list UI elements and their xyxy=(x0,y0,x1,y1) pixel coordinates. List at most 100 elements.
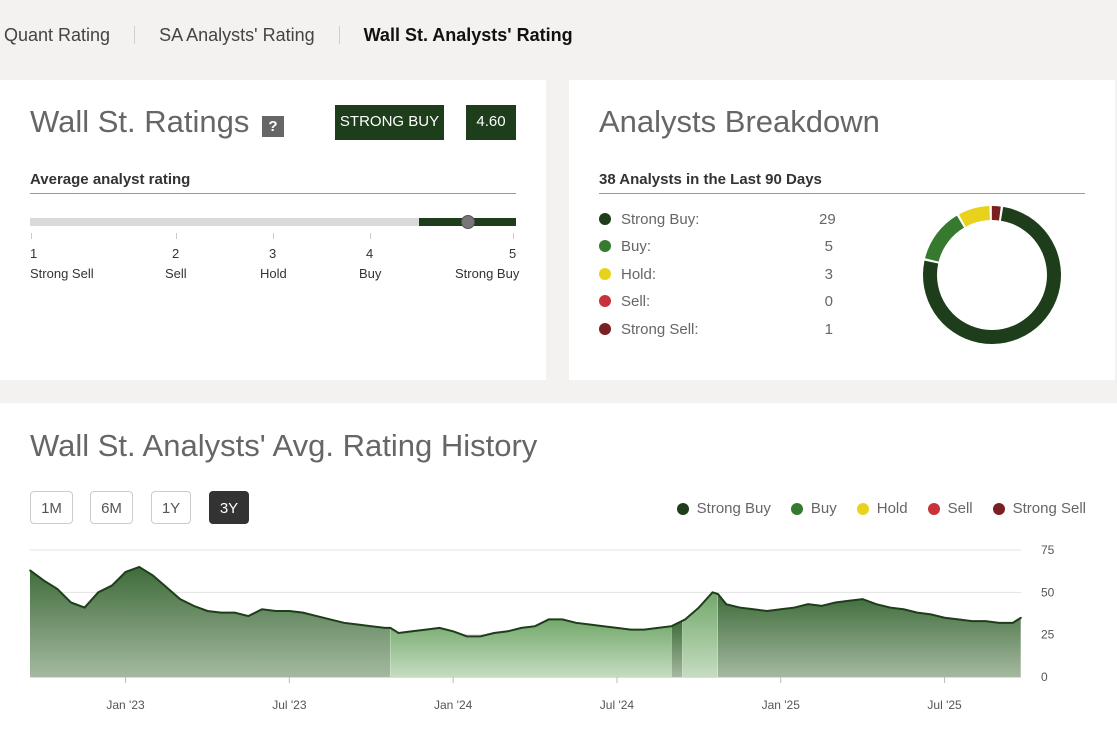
breakdown-row-hold: Hold: 3 xyxy=(599,264,839,284)
y-tick-label: 75 xyxy=(1041,543,1055,557)
area-segment-strong-buy xyxy=(30,566,391,677)
data-point xyxy=(165,586,168,589)
data-point xyxy=(711,591,714,594)
data-point xyxy=(766,610,768,612)
sell-dot-icon xyxy=(599,295,611,307)
data-point xyxy=(288,610,291,612)
scale-tick xyxy=(370,233,371,239)
scale-tick xyxy=(31,233,32,239)
data-point xyxy=(479,635,482,638)
scale-num-3: 3 xyxy=(269,246,277,261)
x-tick-label: Jan '23 xyxy=(106,698,145,712)
donut-slice-buy xyxy=(925,215,965,262)
donut-slice-strong-sell xyxy=(991,206,1001,221)
data-point xyxy=(329,618,332,621)
history-legend: Strong Buy Buy Hold Sell Strong Sell xyxy=(657,500,1086,517)
data-point xyxy=(739,606,741,609)
period-button-1m[interactable]: 1M xyxy=(30,491,73,524)
data-point xyxy=(793,606,796,609)
data-point xyxy=(520,627,523,629)
breakdown-label: Buy: xyxy=(621,237,652,255)
breakdown-donut-chart xyxy=(923,206,1061,344)
data-point xyxy=(534,625,536,627)
history-title: Wall St. Analysts' Avg. Rating History xyxy=(30,428,538,463)
breakdown-row-strong-sell: Strong Sell: 1 xyxy=(599,319,839,339)
breakdown-count: 0 xyxy=(824,292,833,310)
scale-tick xyxy=(176,233,177,239)
legend-item-sell: Sell xyxy=(927,500,973,517)
data-point xyxy=(971,620,973,622)
rating-score-badge: 4.60 xyxy=(466,105,516,140)
tab-quant-rating[interactable]: Quant Rating xyxy=(4,24,111,45)
x-tick-label: Jan '24 xyxy=(434,698,473,712)
scale-num-2: 2 xyxy=(172,246,180,261)
tab-divider xyxy=(338,26,340,44)
x-tick-label: Jul '25 xyxy=(927,698,962,712)
data-point xyxy=(670,625,673,627)
x-tick-label: Jul '23 xyxy=(272,698,307,712)
data-point xyxy=(779,608,782,611)
scale-label-sell: Sell xyxy=(165,266,187,281)
data-point xyxy=(138,566,141,568)
data-point xyxy=(389,627,392,629)
legend-item-strong-sell: Strong Sell xyxy=(992,500,1086,517)
legend-item-buy: Buy xyxy=(790,500,837,517)
data-point xyxy=(588,623,591,626)
data-point xyxy=(411,630,414,633)
rating-history-chart: 75 50 25 0 Jan '23 Jul '23 Jan '24 Jul '24 Jan '… xyxy=(29,543,1055,712)
buy-dot-icon xyxy=(599,240,611,252)
breakdown-label: Sell: xyxy=(621,292,651,310)
period-button-6m[interactable]: 6M xyxy=(90,491,133,524)
data-point xyxy=(124,571,127,573)
rating-tabs: Quant Rating SA Analysts' Rating Wall St… xyxy=(0,20,573,50)
data-point xyxy=(356,623,359,626)
x-tick-label: Jan '25 xyxy=(762,698,801,712)
scale-label-buy: Buy xyxy=(359,266,382,281)
area-segment-buy xyxy=(390,619,672,677)
data-point xyxy=(547,618,550,621)
strong-sell-dot-icon xyxy=(992,502,1005,515)
area-segment-strong-buy xyxy=(671,620,683,677)
rating-history-card xyxy=(0,403,1117,754)
breakdown-title: Analysts Breakdown xyxy=(599,104,880,139)
rating-scale-track xyxy=(30,218,516,226)
data-point xyxy=(848,600,850,602)
data-point xyxy=(343,622,345,624)
data-point xyxy=(193,605,195,607)
period-button-1y[interactable]: 1Y xyxy=(151,491,191,524)
data-point xyxy=(1012,622,1014,624)
data-point xyxy=(916,611,919,614)
legend-label: Strong Sell xyxy=(1012,500,1086,517)
breakdown-count: 1 xyxy=(824,320,833,338)
data-point xyxy=(152,574,154,577)
legend-label: Sell xyxy=(947,500,973,517)
scale-num-1: 1 xyxy=(30,246,38,261)
breakdown-label: Hold: xyxy=(621,265,657,283)
data-point xyxy=(274,610,277,612)
data-point xyxy=(643,628,646,631)
donut-slice-hold xyxy=(959,206,990,227)
data-point xyxy=(261,608,263,611)
data-point xyxy=(493,632,495,634)
rating-scale-marker xyxy=(461,215,476,229)
data-point xyxy=(179,598,181,600)
period-button-3y[interactable]: 3Y xyxy=(209,491,249,524)
buy-dot-icon xyxy=(790,502,803,515)
tab-sa-analysts-rating[interactable]: SA Analysts' Rating xyxy=(159,24,315,45)
data-point xyxy=(725,603,727,605)
x-tick-label: Jul '24 xyxy=(600,698,635,712)
hold-dot-icon xyxy=(856,502,869,515)
data-point xyxy=(370,625,373,627)
data-point xyxy=(957,618,960,621)
ratings-title: Wall St. Ratings xyxy=(30,104,250,139)
tab-wall-st-analysts-rating[interactable]: Wall St. Analysts' Rating xyxy=(363,24,573,45)
help-icon[interactable]: ? xyxy=(262,116,284,137)
data-point xyxy=(657,627,659,629)
scale-label-strong-buy: Strong Buy xyxy=(455,266,520,281)
legend-label: Buy xyxy=(810,500,837,517)
data-point xyxy=(70,601,72,604)
tab-divider xyxy=(134,26,136,44)
average-rating-subhead: Average analyst rating xyxy=(30,171,516,194)
data-point xyxy=(42,579,45,582)
y-tick-label: 50 xyxy=(1041,585,1055,599)
